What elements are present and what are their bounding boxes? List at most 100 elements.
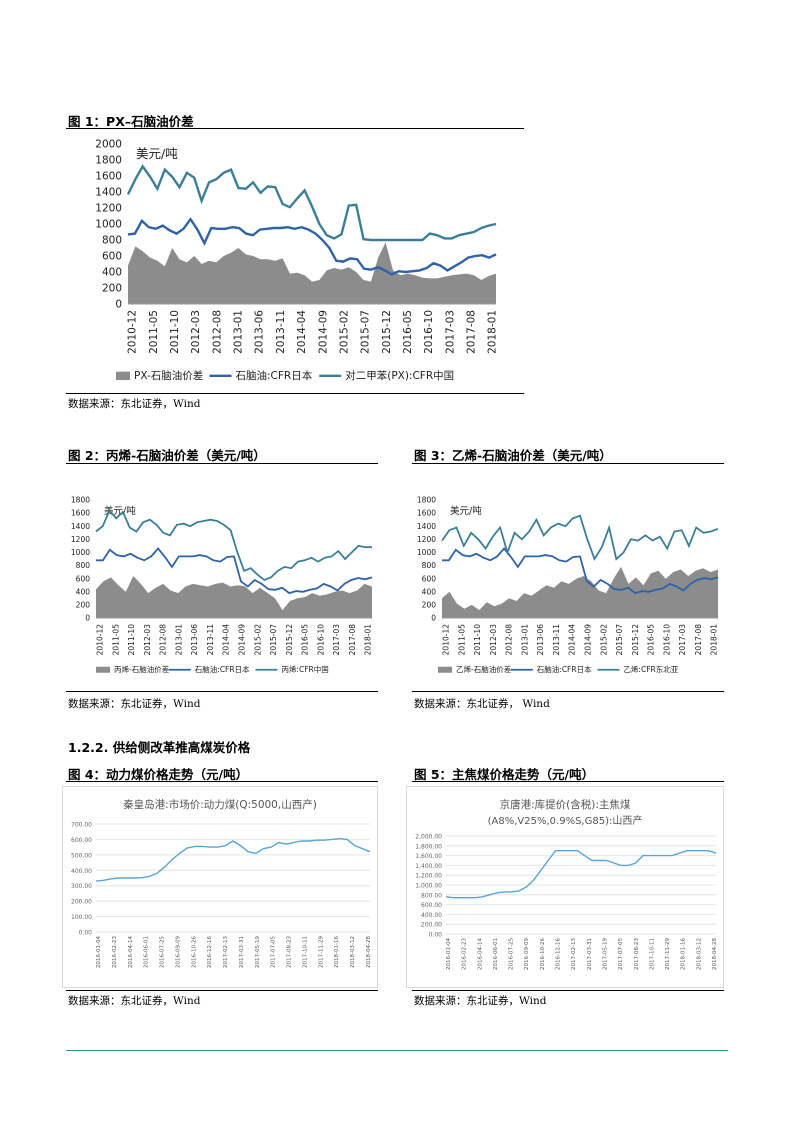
x-tick-label: 2013-11 <box>206 624 215 656</box>
series-line-naphtha <box>127 217 497 276</box>
figure5-chart: 京唐港:库提价(含税):主焦煤 (A8%,V25%,0.9%S,G85):山西产 0… <box>406 786 724 988</box>
x-tick-label: 2017-02-13 <box>571 938 577 970</box>
x-tick-label: 2015-12 <box>631 624 640 656</box>
series-area-spread <box>128 242 496 304</box>
x-tick-label: 2016-06-01 <box>493 938 499 970</box>
x-tick-label: 2017-11-29 <box>665 938 671 970</box>
x-tick-label: 2018-01 <box>710 624 719 656</box>
x-tick-label: 2017-05-19 <box>602 938 608 970</box>
x-tick-label: 2016-10 <box>423 310 435 354</box>
chart-title: 京唐港:库提价(含税):主焦煤 <box>500 798 631 811</box>
x-tick-label: 2013-01 <box>233 310 245 354</box>
figure1-source: 数据来源：东北证券，Wind <box>68 398 201 410</box>
chart-subtitle: (A8%,V25%,0.9%S,G85):山西产 <box>488 814 643 827</box>
figure3-top-rule <box>412 463 724 464</box>
y-tick-label: 400 <box>422 587 437 596</box>
x-tick-label: 2014-04 <box>222 624 231 656</box>
x-tick-label: 2017-03-31 <box>239 936 245 968</box>
y-tick-label: 1400 <box>71 522 90 531</box>
x-tick-label: 2012-08 <box>211 310 223 354</box>
y-tick-label: 600 <box>422 574 437 583</box>
section-heading: 1.2.2. 供给侧改革推高煤炭价格 <box>68 740 251 755</box>
y-tick-label: 1400 <box>417 522 436 531</box>
y-tick-label: 1400 <box>95 187 122 199</box>
y-tick-label: 1,800.00 <box>415 843 442 850</box>
x-tick-label: 2016-04-14 <box>128 936 134 968</box>
x-tick-label: 2016-10-26 <box>191 936 197 968</box>
y-tick-label: 600 <box>76 574 91 583</box>
x-tick-label: 2010-12 <box>96 624 105 656</box>
y-tick-label: 800 <box>76 561 91 570</box>
x-tick-label: 2016-12-16 <box>556 938 562 970</box>
unit-label: 美元/吨 <box>136 146 178 161</box>
y-tick-label: 200 <box>102 283 122 295</box>
legend-label: 石脑油:CFR日本 <box>195 664 250 674</box>
y-tick-label: 1800 <box>71 496 90 505</box>
series-line-coal <box>445 849 717 899</box>
y-tick-label: 400 <box>76 587 91 596</box>
x-tick-label: 2016-05 <box>647 624 656 656</box>
y-tick-label: 600.00 <box>71 837 92 844</box>
figure4-chart: 秦皇岛港:市场价:动力煤(Q:5000,山西产) 0.00 100.00 200.00… <box>62 786 378 988</box>
y-tick-label: 800 <box>102 235 122 247</box>
chart-frame <box>62 786 378 988</box>
x-tick-label: 2016-12-16 <box>207 936 213 968</box>
x-tick-label: 2013-06 <box>536 624 545 656</box>
x-tick-label: 2011-10 <box>127 624 136 656</box>
x-tick-label: 2018-01 <box>364 624 373 656</box>
y-tick-label: 700.00 <box>71 822 92 829</box>
x-tick-label: 2012-08 <box>159 624 168 656</box>
figure3-source: 数据来源：东北证券， Wind <box>414 698 550 710</box>
series-area-spread <box>96 576 372 618</box>
legend-label: 乙烯:CFR东北亚 <box>623 664 678 674</box>
legend-label: 乙烯-石脑油价差 <box>456 664 512 674</box>
legend-label: 石脑油:CFR日本 <box>236 369 313 382</box>
y-tick-label: 400 <box>102 267 122 279</box>
x-tick-label: 2010-12 <box>442 624 451 656</box>
x-tick-label: 2011-05 <box>148 310 160 354</box>
figure5-title: 图 5：主焦煤价格走势（元/吨） <box>414 767 595 782</box>
figure2-top-rule <box>66 463 378 464</box>
x-tick-label: 2015-02 <box>338 310 350 354</box>
figure5-top-rule <box>412 781 724 782</box>
y-tick-label: 400.00 <box>71 868 92 875</box>
y-tick-label: 0 <box>115 299 122 311</box>
figure3-chart: 0 200 400 600 800 1000 1200 1400 1600 1800 美元/吨 201… <box>417 496 719 674</box>
x-tick-label: 2016-06-01 <box>144 936 150 968</box>
y-tick-label: 1,600.00 <box>415 853 442 860</box>
x-tick-label: 2017-08-23 <box>634 938 640 970</box>
x-tick-label: 2016-01-04 <box>446 938 452 970</box>
x-tick-label: 2013-11 <box>275 310 287 354</box>
y-tick-label: 1600 <box>95 171 122 183</box>
x-tick-label: 2013-06 <box>190 624 199 656</box>
x-tick-label: 2014-09 <box>317 310 329 354</box>
x-tick-label: 2016-10-26 <box>540 938 546 970</box>
figure1-bottom-rule <box>66 393 524 394</box>
legend-label: 石脑油:CFR日本 <box>537 664 592 674</box>
x-tick-label: 2017-03 <box>332 624 341 656</box>
figure5-bottom-rule <box>412 990 724 991</box>
figure4-top-rule <box>66 781 378 782</box>
x-tick-label: 2012-03 <box>489 624 498 656</box>
y-tick-label: 0.00 <box>429 932 443 939</box>
x-tick-label: 2018-03-12 <box>350 936 356 968</box>
y-tick-label: 1200 <box>417 535 436 544</box>
figure3-title: 图 3：乙烯-石脑油价差（美元/吨） <box>414 448 612 463</box>
x-tick-label: 2014-04 <box>568 624 577 656</box>
x-tick-label: 2017-07-05 <box>618 938 624 970</box>
x-tick-label: 2017-11-29 <box>318 936 324 968</box>
x-tick-label: 2013-11 <box>552 624 561 656</box>
y-tick-label: 400.00 <box>421 912 442 919</box>
x-tick-label: 2016-07-25 <box>509 938 515 970</box>
y-tick-label: 1000 <box>71 548 90 557</box>
x-tick-label: 2017-05-19 <box>255 936 261 968</box>
figure4-title: 图 4：动力煤价格走势（元/吨） <box>68 767 249 782</box>
series-line-naphtha <box>442 547 719 595</box>
y-tick-label: 100.00 <box>71 914 92 921</box>
figure1-chart: 0 200 400 600 800 1000 1200 1400 1600 1800 2000 美元/… <box>95 139 498 382</box>
figure3-bottom-rule <box>412 691 724 692</box>
x-tick-label: 2013-01 <box>174 624 183 656</box>
y-tick-label: 1200 <box>71 535 90 544</box>
series-area-spread <box>442 566 718 618</box>
x-tick-label: 2016-09-09 <box>175 936 181 968</box>
